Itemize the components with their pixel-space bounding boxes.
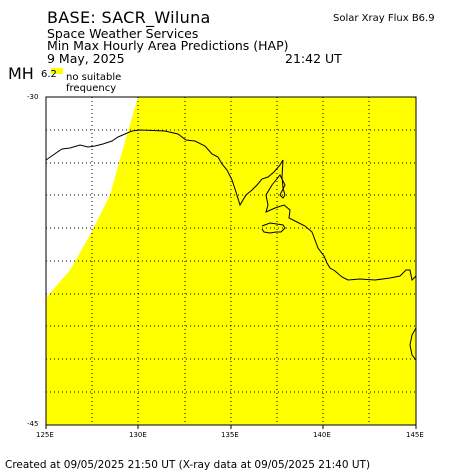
lat-lon-grid — [46, 97, 416, 425]
forecast-date: 9 May, 2025 — [47, 51, 125, 66]
forecast-time: 21:42 UT — [285, 51, 342, 66]
org-name: Space Weather Services — [47, 26, 199, 41]
solar-xray-flux: Solar Xray Flux B6.9 — [333, 13, 435, 24]
no-frequency-legend-line1: no suitable — [66, 72, 122, 83]
mh-value: 6.2 — [41, 69, 57, 80]
lon-label-125e: 125E — [36, 431, 54, 439]
mh-legend-swatch — [51, 68, 63, 74]
no-frequency-legend-line2: frequency — [66, 83, 117, 94]
created-timestamp: Created at 09/05/2025 21:50 UT (X-ray da… — [5, 459, 371, 471]
lon-label-140e: 140E — [313, 431, 331, 439]
mh-label: MH — [8, 64, 34, 83]
coastline — [45, 129, 417, 361]
lat-label-bottom: -45 — [27, 420, 39, 428]
product-title: Min Max Hourly Area Predictions (HAP) — [47, 38, 289, 53]
lon-label-130e: 130E — [129, 431, 147, 439]
lat-label-top: -30 — [27, 93, 39, 101]
axis-ticks — [45, 425, 417, 429]
base-title: BASE: SACR_Wiluna — [47, 8, 211, 27]
lon-label-135e: 135E — [221, 431, 239, 439]
lon-label-145e: 145E — [406, 431, 424, 439]
